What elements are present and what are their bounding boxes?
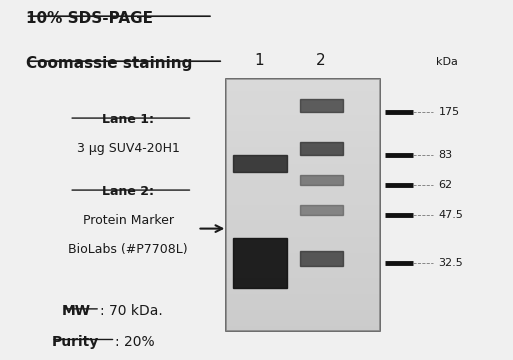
Text: : 70 kDa.: : 70 kDa.: [100, 304, 163, 318]
Text: Lane 2:: Lane 2:: [102, 185, 154, 198]
Text: Lane 1:: Lane 1:: [102, 113, 154, 126]
Bar: [300, 142, 343, 155]
Text: 32.5: 32.5: [439, 258, 463, 268]
Bar: [300, 175, 343, 185]
Text: 2: 2: [317, 53, 326, 68]
Bar: [232, 155, 286, 172]
Text: Purity: Purity: [51, 335, 98, 349]
Text: BioLabs (#P7708L): BioLabs (#P7708L): [68, 243, 188, 256]
Text: 47.5: 47.5: [439, 210, 463, 220]
Text: 3 μg SUV4-20H1: 3 μg SUV4-20H1: [77, 142, 180, 155]
Text: : 20%: : 20%: [115, 335, 155, 349]
Bar: [300, 205, 343, 215]
Text: 1: 1: [255, 53, 264, 68]
Text: MW: MW: [62, 304, 91, 318]
Text: Coomassie staining: Coomassie staining: [26, 56, 192, 71]
Text: 62: 62: [439, 180, 453, 190]
Bar: [300, 251, 343, 266]
Text: 83: 83: [439, 150, 453, 160]
Text: 10% SDS-PAGE: 10% SDS-PAGE: [26, 11, 153, 26]
Bar: [226, 79, 380, 331]
Bar: [232, 238, 286, 288]
Text: kDa: kDa: [436, 57, 458, 67]
Text: Protein Marker: Protein Marker: [83, 214, 174, 227]
Text: 175: 175: [439, 107, 460, 117]
Bar: [300, 99, 343, 112]
